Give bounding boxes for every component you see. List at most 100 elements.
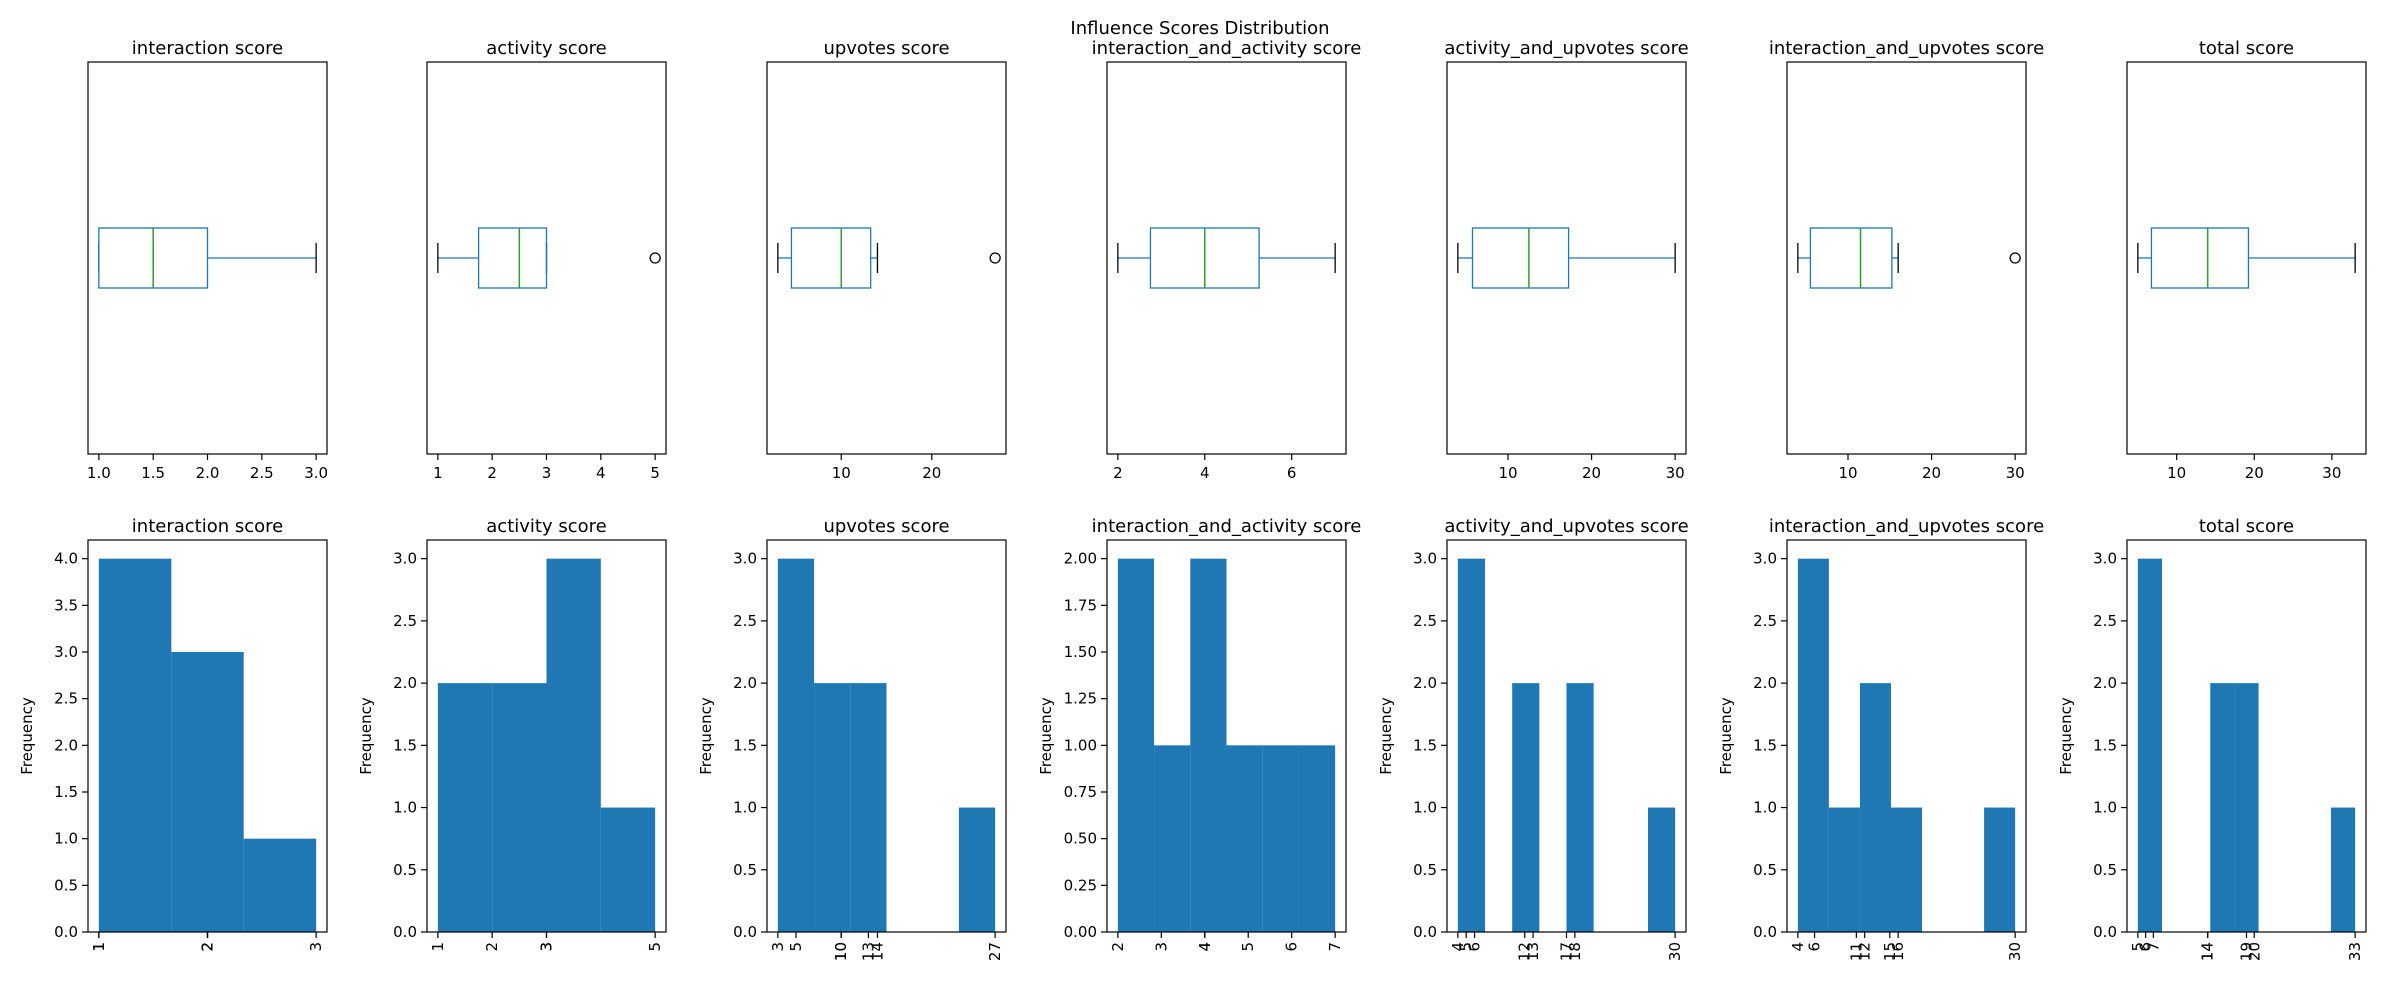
x-tick-label: 10 xyxy=(2167,464,2186,482)
x-tick-label: 30 xyxy=(1666,942,1684,961)
x-tick-label: 30 xyxy=(2006,464,2025,482)
x-tick-label: 20 xyxy=(1922,464,1941,482)
x-tick-label: 19 xyxy=(2238,942,2256,961)
x-tick-label: 4 xyxy=(1196,942,1214,952)
iqr-box xyxy=(1809,227,1893,289)
y-tick-label: 2.0 xyxy=(54,736,78,754)
hist-bar xyxy=(1984,807,2016,932)
outlier-point xyxy=(2009,252,2021,264)
hist-bar xyxy=(1647,807,1676,932)
y-tick-label: 2.5 xyxy=(1413,612,1437,630)
x-tick-label: 3 xyxy=(538,942,556,952)
hist-bar xyxy=(2234,683,2259,932)
x-tick-label: 20 xyxy=(922,464,941,482)
x-tick-label: 27 xyxy=(986,942,1004,961)
x-tick-label: 4 xyxy=(596,464,606,482)
y-tick-label: 1.5 xyxy=(1753,736,1777,754)
subplot-title: activity_and_upvotes score xyxy=(1444,516,1688,537)
outlier-point xyxy=(989,252,1001,264)
x-tick-label: 14 xyxy=(2199,942,2217,961)
y-tick-label: 2.5 xyxy=(54,690,78,708)
y-tick-label: 1.25 xyxy=(1064,690,1097,708)
y-tick-label: 1.5 xyxy=(2093,736,2117,754)
x-tick-label: 7 xyxy=(1326,942,1344,952)
hist-bar xyxy=(958,807,996,932)
x-tick-label: 12 xyxy=(1856,942,1874,961)
y-tick-label: 1.0 xyxy=(1413,799,1437,817)
x-tick-label: 10 xyxy=(1838,464,1857,482)
x-tick-label: 3 xyxy=(1152,942,1170,952)
subplot-title: interaction_and_activity score xyxy=(1092,516,1362,537)
x-tick-label: 2 xyxy=(199,942,217,952)
x-tick-label: 6 xyxy=(2137,942,2155,952)
x-tick-label: 10 xyxy=(832,942,850,961)
axes-frame xyxy=(1446,61,1687,455)
y-tick-label: 1.0 xyxy=(54,830,78,848)
y-tick-label: 0.0 xyxy=(1753,923,1777,941)
axes-frame xyxy=(2126,539,2367,933)
x-tick-label: 2 xyxy=(199,942,217,952)
x-tick-label: 3.0 xyxy=(304,464,328,482)
y-tick-label: 0.25 xyxy=(1064,876,1097,894)
subplot-title: total score xyxy=(2199,38,2294,59)
x-tick-label: 3 xyxy=(307,942,325,952)
x-tick-label: 14 xyxy=(868,942,886,961)
iqr-box xyxy=(2150,227,2250,289)
x-tick-label: 17 xyxy=(1558,942,1576,961)
y-tick-label: 1.0 xyxy=(2093,799,2117,817)
y-tick-label: 0.5 xyxy=(54,876,78,894)
y-tick-label: 0.5 xyxy=(2093,861,2117,879)
iqr-box xyxy=(1471,227,1570,289)
y-tick-label: 3.0 xyxy=(1753,550,1777,568)
y-tick-label: 0.0 xyxy=(54,923,78,941)
axes-frame xyxy=(87,539,328,933)
figure-title: Influence Scores Distribution xyxy=(1070,18,1329,39)
axes-frame xyxy=(1106,61,1347,455)
y-tick-label: 3.0 xyxy=(54,643,78,661)
y-tick-label: 1.5 xyxy=(54,783,78,801)
x-tick-label: 30 xyxy=(2006,942,2024,961)
axes-frame xyxy=(87,61,328,455)
y-tick-label: 2.0 xyxy=(2093,674,2117,692)
x-tick-label: 3 xyxy=(769,942,787,952)
x-tick-label: 5 xyxy=(2129,942,2147,952)
y-axis-label: Frequency xyxy=(1037,697,1055,775)
x-tick-label: 6 xyxy=(1806,942,1824,952)
y-tick-label: 2.5 xyxy=(2093,612,2117,630)
iqr-box xyxy=(477,227,548,289)
y-axis-label: Frequency xyxy=(697,697,715,775)
y-tick-label: 0.0 xyxy=(1413,923,1437,941)
y-axis-label: Frequency xyxy=(1377,697,1395,775)
boxplot-2: activity score 1 2 3 4 5 xyxy=(426,38,667,482)
hist-bar xyxy=(1797,558,1829,932)
x-tick-label: 1 xyxy=(429,942,447,952)
subplot-title: interaction score xyxy=(132,516,283,537)
x-tick-label: 2 xyxy=(487,464,497,482)
boxplot-3: upvotes score 10 20 xyxy=(766,38,1007,482)
subplot-title: upvotes score xyxy=(823,38,949,59)
y-tick-label: 1.0 xyxy=(1753,799,1777,817)
axes-frame xyxy=(1786,61,2027,455)
hist-bar xyxy=(1262,745,1299,932)
x-tick-label: 2.5 xyxy=(250,464,274,482)
y-tick-label: 3.0 xyxy=(733,550,757,568)
y-tick-label: 2.00 xyxy=(1064,550,1097,568)
x-tick-label: 5 xyxy=(1457,942,1475,952)
y-tick-label: 2.5 xyxy=(393,612,417,630)
axes-frame xyxy=(1106,539,1347,933)
x-tick-label: 1 xyxy=(433,464,443,482)
y-tick-label: 1.5 xyxy=(1413,736,1437,754)
x-tick-label: 7 xyxy=(2144,942,2162,952)
y-tick-label: 0.75 xyxy=(1064,783,1097,801)
x-tick-label: 10 xyxy=(832,464,851,482)
hist-bar xyxy=(1512,683,1540,932)
x-tick-label: 2 xyxy=(483,942,501,952)
x-tick-label: 10 xyxy=(832,942,850,961)
x-tick-label: 4 xyxy=(1789,942,1807,952)
y-tick-label: 2.0 xyxy=(733,674,757,692)
x-tick-label: 3 xyxy=(538,942,556,952)
hist-bar xyxy=(814,683,851,932)
